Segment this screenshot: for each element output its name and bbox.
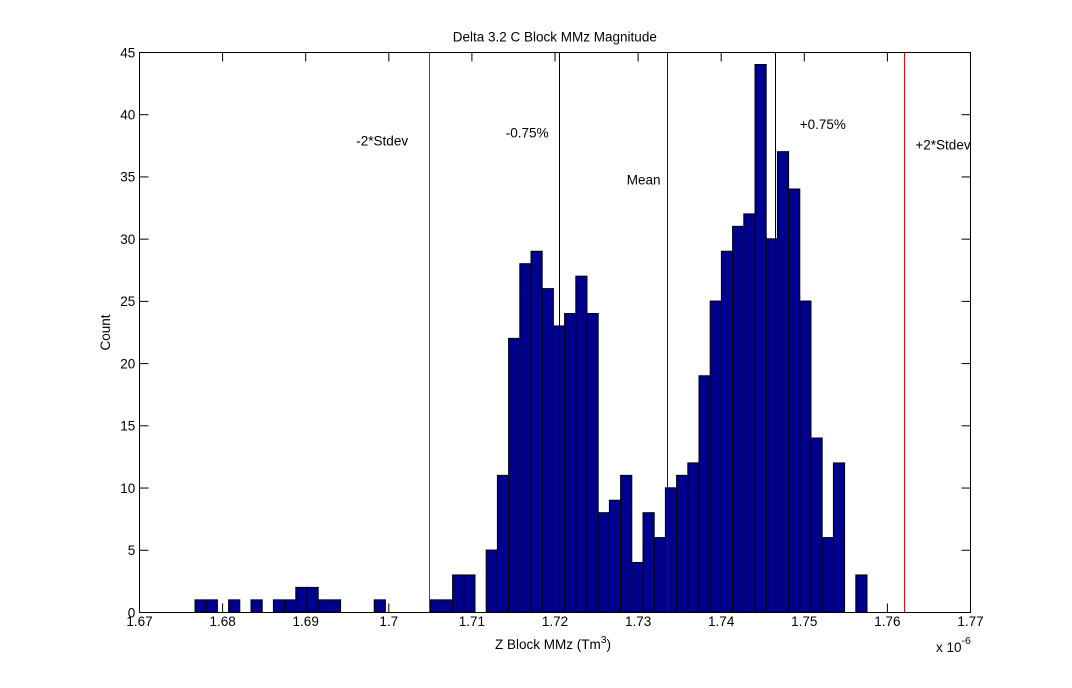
svg-text:Count: Count (98, 314, 113, 350)
svg-text:1.76: 1.76 (874, 614, 900, 629)
svg-text:1.72: 1.72 (542, 614, 568, 629)
svg-text:1.7: 1.7 (379, 614, 398, 629)
svg-text:25: 25 (120, 294, 135, 309)
svg-text:10: 10 (120, 481, 135, 496)
svg-text:1.68: 1.68 (209, 614, 235, 629)
svg-text:Delta 3.2 C Block MMz Magnitud: Delta 3.2 C Block MMz Magnitude (453, 30, 657, 45)
svg-text:1.73: 1.73 (625, 614, 651, 629)
svg-text:Z Block MMz (Tm3): Z Block MMz (Tm3) (495, 634, 611, 652)
svg-text:20: 20 (120, 356, 135, 371)
svg-text:0: 0 (128, 605, 136, 620)
svg-text:35: 35 (120, 170, 135, 185)
svg-text:-2*Stdev: -2*Stdev (356, 134, 408, 149)
svg-text:Mean: Mean (627, 172, 661, 187)
svg-text:5: 5 (128, 543, 136, 558)
svg-text:1.69: 1.69 (293, 614, 319, 629)
svg-text:15: 15 (120, 419, 135, 434)
svg-text:1.71: 1.71 (459, 614, 485, 629)
svg-text:+0.75%: +0.75% (800, 117, 846, 132)
svg-text:+2*Stdev: +2*Stdev (915, 138, 970, 153)
svg-text:1.75: 1.75 (791, 614, 817, 629)
svg-text:40: 40 (120, 108, 135, 123)
svg-text:1.67: 1.67 (126, 614, 152, 629)
svg-text:30: 30 (120, 232, 135, 247)
svg-text:-0.75%: -0.75% (506, 126, 549, 141)
svg-text:1.74: 1.74 (708, 614, 735, 629)
svg-text:45: 45 (120, 45, 135, 60)
svg-text:1.77: 1.77 (957, 614, 983, 629)
